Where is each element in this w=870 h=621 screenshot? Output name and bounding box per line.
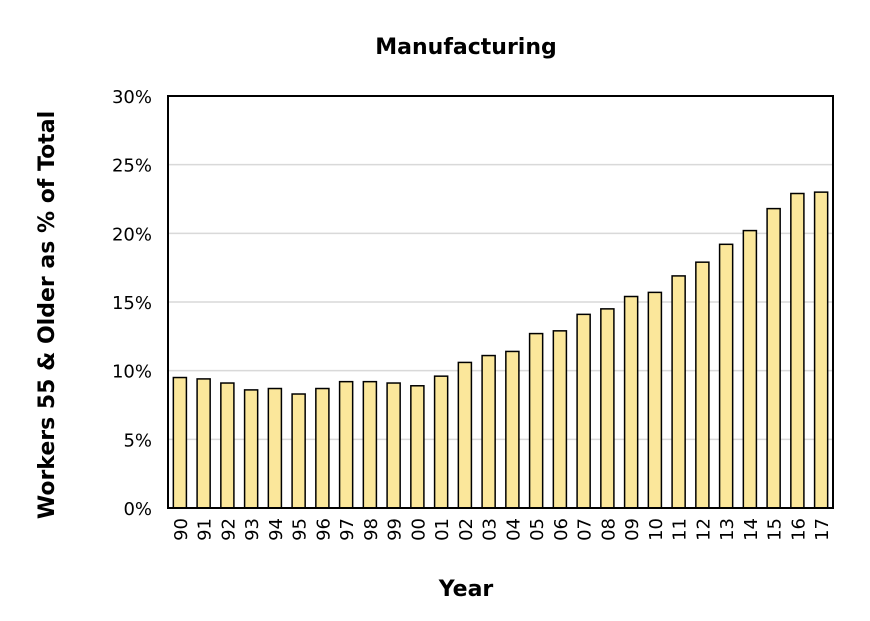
y-tick-label: 5% xyxy=(123,430,152,451)
y-tick-label: 20% xyxy=(112,224,152,245)
x-tick-label: 06 xyxy=(551,518,572,541)
x-axis-title: Year xyxy=(438,577,494,602)
y-tick-labels: 0% 5% 10% 15% 20% 25% 30% xyxy=(112,87,152,520)
x-tick-label: 00 xyxy=(408,518,429,541)
y-tick-label: 30% xyxy=(112,87,152,108)
x-tick-label: 94 xyxy=(266,518,287,541)
bar-15 xyxy=(766,207,781,509)
x-tick-label: 17 xyxy=(812,518,833,541)
bar-96 xyxy=(315,387,330,509)
bar-06 xyxy=(552,330,568,509)
x-tick-label: 91 xyxy=(195,518,216,541)
x-tick-label: 02 xyxy=(456,518,477,541)
x-tick-label: 15 xyxy=(765,518,786,541)
x-tick-label: 99 xyxy=(385,518,406,541)
x-tick-label: 14 xyxy=(741,518,762,541)
x-tick-label: 08 xyxy=(598,518,619,541)
x-tick-label: 96 xyxy=(313,518,334,541)
y-axis-title: Workers 55 & Older as % of Total xyxy=(35,111,60,519)
x-tick-label: 04 xyxy=(503,518,524,541)
bars xyxy=(172,191,829,509)
x-tick-label: 92 xyxy=(218,518,239,541)
bar-09 xyxy=(623,295,639,509)
y-tick-label: 10% xyxy=(112,362,152,383)
bar-05 xyxy=(528,332,544,509)
bar-02 xyxy=(457,361,473,509)
bar-91 xyxy=(196,378,211,509)
bar-16 xyxy=(790,192,805,509)
bar-04 xyxy=(505,350,520,509)
bar-07 xyxy=(576,313,591,509)
x-tick-label: 93 xyxy=(242,518,263,541)
x-tick-label: 10 xyxy=(646,518,667,541)
bar-92 xyxy=(220,382,235,509)
x-tick-label: 07 xyxy=(575,518,596,541)
x-tick-label: 01 xyxy=(432,518,453,541)
bar-13 xyxy=(718,243,734,509)
bar-17 xyxy=(813,191,829,509)
y-tick-label: 25% xyxy=(112,156,152,177)
bar-14 xyxy=(742,229,758,509)
x-tick-label: 05 xyxy=(527,518,548,541)
bar-03 xyxy=(481,354,496,509)
x-tick-label: 95 xyxy=(290,518,311,541)
x-tick-labels: 90 91 92 93 94 95 96 97 98 99 00 01 02 03 04 05 06 07 08 09… xyxy=(171,518,833,541)
x-tick-label: 11 xyxy=(670,518,691,541)
x-tick-label: 09 xyxy=(622,518,643,541)
bar-95 xyxy=(291,393,306,509)
bar-08 xyxy=(600,308,615,509)
bar-11 xyxy=(671,275,686,509)
x-tick-label: 03 xyxy=(480,518,501,541)
chart-title: Manufacturing xyxy=(375,35,557,60)
bar-00 xyxy=(410,385,425,509)
bar-99 xyxy=(386,382,401,509)
x-tick-label: 97 xyxy=(337,518,358,541)
x-tick-label: 16 xyxy=(788,518,809,541)
plot-frame xyxy=(167,95,834,509)
y-tick-label: 15% xyxy=(112,293,152,314)
x-tick-label: 98 xyxy=(361,518,382,541)
bar-12 xyxy=(695,261,710,509)
x-tick-label: 90 xyxy=(171,518,192,541)
x-tick-label: 12 xyxy=(693,518,714,541)
bar-93 xyxy=(243,389,259,509)
bar-90 xyxy=(172,376,188,509)
bar-10 xyxy=(647,291,663,509)
bar-94 xyxy=(267,387,283,509)
bar-01 xyxy=(433,375,449,509)
y-tick-label: 0% xyxy=(123,499,152,520)
bar-98 xyxy=(362,380,378,509)
x-tick-label: 13 xyxy=(717,518,738,541)
bar-97 xyxy=(338,380,354,509)
